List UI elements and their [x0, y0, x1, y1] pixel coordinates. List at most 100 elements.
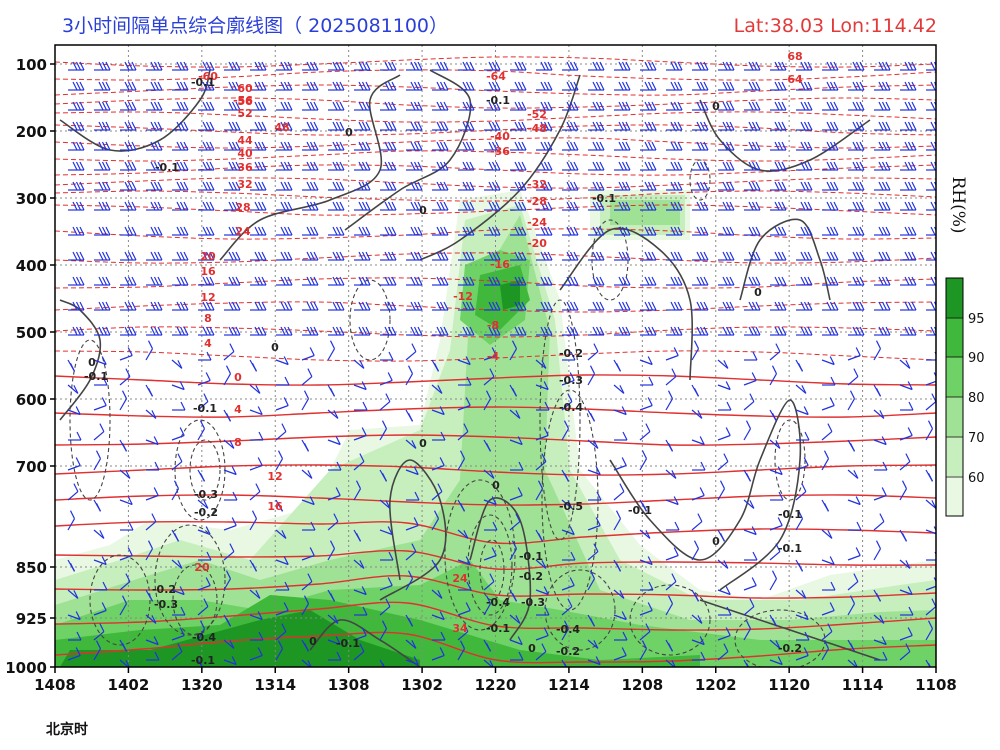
wind-barb-feather: [751, 61, 758, 71]
wind-barb-feather: [98, 61, 104, 71]
wind-barb-feather: [881, 251, 888, 261]
wind-barb: [275, 431, 287, 441]
wind-barb-feather: [131, 141, 137, 151]
wind-barb-feather: [881, 636, 887, 645]
wind-barb-feather: [573, 61, 579, 71]
wind-barb-feather: [517, 226, 524, 236]
wind-barb-feather: [261, 141, 267, 151]
wind-barb-feather: [595, 326, 602, 336]
wind-barb-feather: [703, 81, 709, 91]
wind-barb-feather: [313, 141, 319, 151]
wind-barb-feather: [803, 121, 810, 131]
wind-barb-feather: [930, 276, 936, 286]
omega-contour-label: 0: [754, 286, 762, 299]
wind-barb-feather: [203, 393, 209, 402]
wind-barb: [769, 469, 783, 476]
omega-contour-label: 0: [528, 642, 536, 655]
wind-barb-feather: [309, 121, 316, 131]
wind-barb-feather: [673, 181, 680, 191]
wind-barb-feather: [309, 201, 316, 211]
wind-barb: [405, 351, 417, 361]
wind-barb-feather: [904, 181, 910, 191]
wind-barb-feather: [729, 251, 735, 261]
wind-barb-feather: [543, 427, 549, 436]
wind-barb-feather: [465, 101, 472, 111]
wind-barb-feather: [359, 360, 365, 369]
wind-barb-feather: [521, 226, 527, 236]
wind-barb-feather: [697, 410, 703, 419]
wind-barb-feather: [625, 276, 631, 286]
wind-barb-feather: [125, 368, 131, 377]
wind-barb: [691, 348, 700, 361]
wind-barb-feather: [751, 326, 758, 336]
wind-barb: [353, 634, 367, 641]
omega-contour-label: -0.1: [155, 161, 179, 174]
wind-barb-feather: [361, 586, 367, 595]
wind-barb-feather: [933, 372, 936, 378]
wind-barb-feather: [153, 81, 160, 91]
wind-barb-feather: [157, 326, 163, 336]
wind-barb-feather: [469, 181, 475, 191]
wind-barb-feather: [179, 226, 186, 236]
wind-barb-feather: [124, 101, 130, 111]
wind-barb: [509, 548, 518, 561]
wind-barb-feather: [566, 201, 572, 211]
temp-contour-label: -56: [233, 94, 253, 107]
wind-barb-feather: [410, 276, 416, 286]
colorbar-band: [946, 436, 963, 477]
wind-barb-feather: [540, 301, 546, 311]
wind-barb-feather: [465, 276, 472, 286]
wind-barb: [249, 589, 261, 599]
wind-barb-feather: [547, 326, 553, 336]
wind-barb-feather: [748, 226, 754, 236]
wind-barb-feather: [306, 161, 312, 171]
wind-barb-feather: [729, 81, 735, 91]
wind-barb-feather: [907, 627, 913, 636]
wind-barb: [535, 434, 549, 441]
wind-barb-feather: [859, 161, 865, 171]
wind-barb-feather: [176, 201, 182, 211]
wind-barb-feather: [124, 301, 130, 311]
wind-barb-feather: [73, 385, 79, 394]
wind-barb-feather: [365, 101, 371, 111]
wind-barb-feather: [436, 61, 442, 71]
wind-barb-feather: [521, 181, 527, 191]
wind-barb-feather: [339, 161, 345, 171]
wind-barb-feather: [622, 631, 628, 641]
wind-barb-feather: [183, 301, 189, 311]
wind-barb-feather: [911, 101, 917, 111]
wind-barb-feather: [127, 141, 134, 151]
wind-barb-feather: [930, 301, 936, 311]
wind-barb-feather: [521, 141, 527, 151]
wind-barb-feather: [69, 563, 76, 572]
wind-barb-feather: [310, 521, 316, 531]
wind-barb: [171, 651, 183, 661]
wind-barb: [821, 609, 835, 616]
wind-barb-feather: [101, 276, 108, 286]
wind-barb-feather: [569, 372, 575, 381]
wind-barb-feather: [179, 121, 186, 131]
wind-barb: [795, 409, 809, 416]
wind-barb-feather: [491, 81, 498, 91]
wind-barb-feather: [833, 276, 839, 286]
wind-barb-feather: [703, 121, 709, 131]
wind-barb-feather: [258, 631, 264, 641]
wind-barb-feather: [183, 181, 189, 191]
wind-barb-feather: [673, 226, 680, 236]
wind-barb-feather: [933, 101, 936, 107]
temp-contour-label: 60: [237, 82, 253, 95]
wind-barb-feather: [101, 356, 107, 365]
wind-barb-feather: [254, 141, 260, 151]
wind-barb-feather: [621, 326, 628, 336]
wind-barb-feather: [280, 181, 286, 191]
wind-barb-feather: [905, 360, 911, 369]
wind-barb-feather: [150, 61, 156, 71]
wind-barb-feather: [79, 301, 85, 311]
wind-barb-feather: [261, 201, 267, 211]
temp-contour: [55, 464, 936, 476]
wind-barb-feather: [439, 181, 446, 191]
wind-barb-feather: [443, 101, 449, 111]
wind-barb: [873, 439, 887, 446]
wind-barb-feather: [781, 276, 787, 286]
wind-barb-feather: [599, 81, 605, 91]
